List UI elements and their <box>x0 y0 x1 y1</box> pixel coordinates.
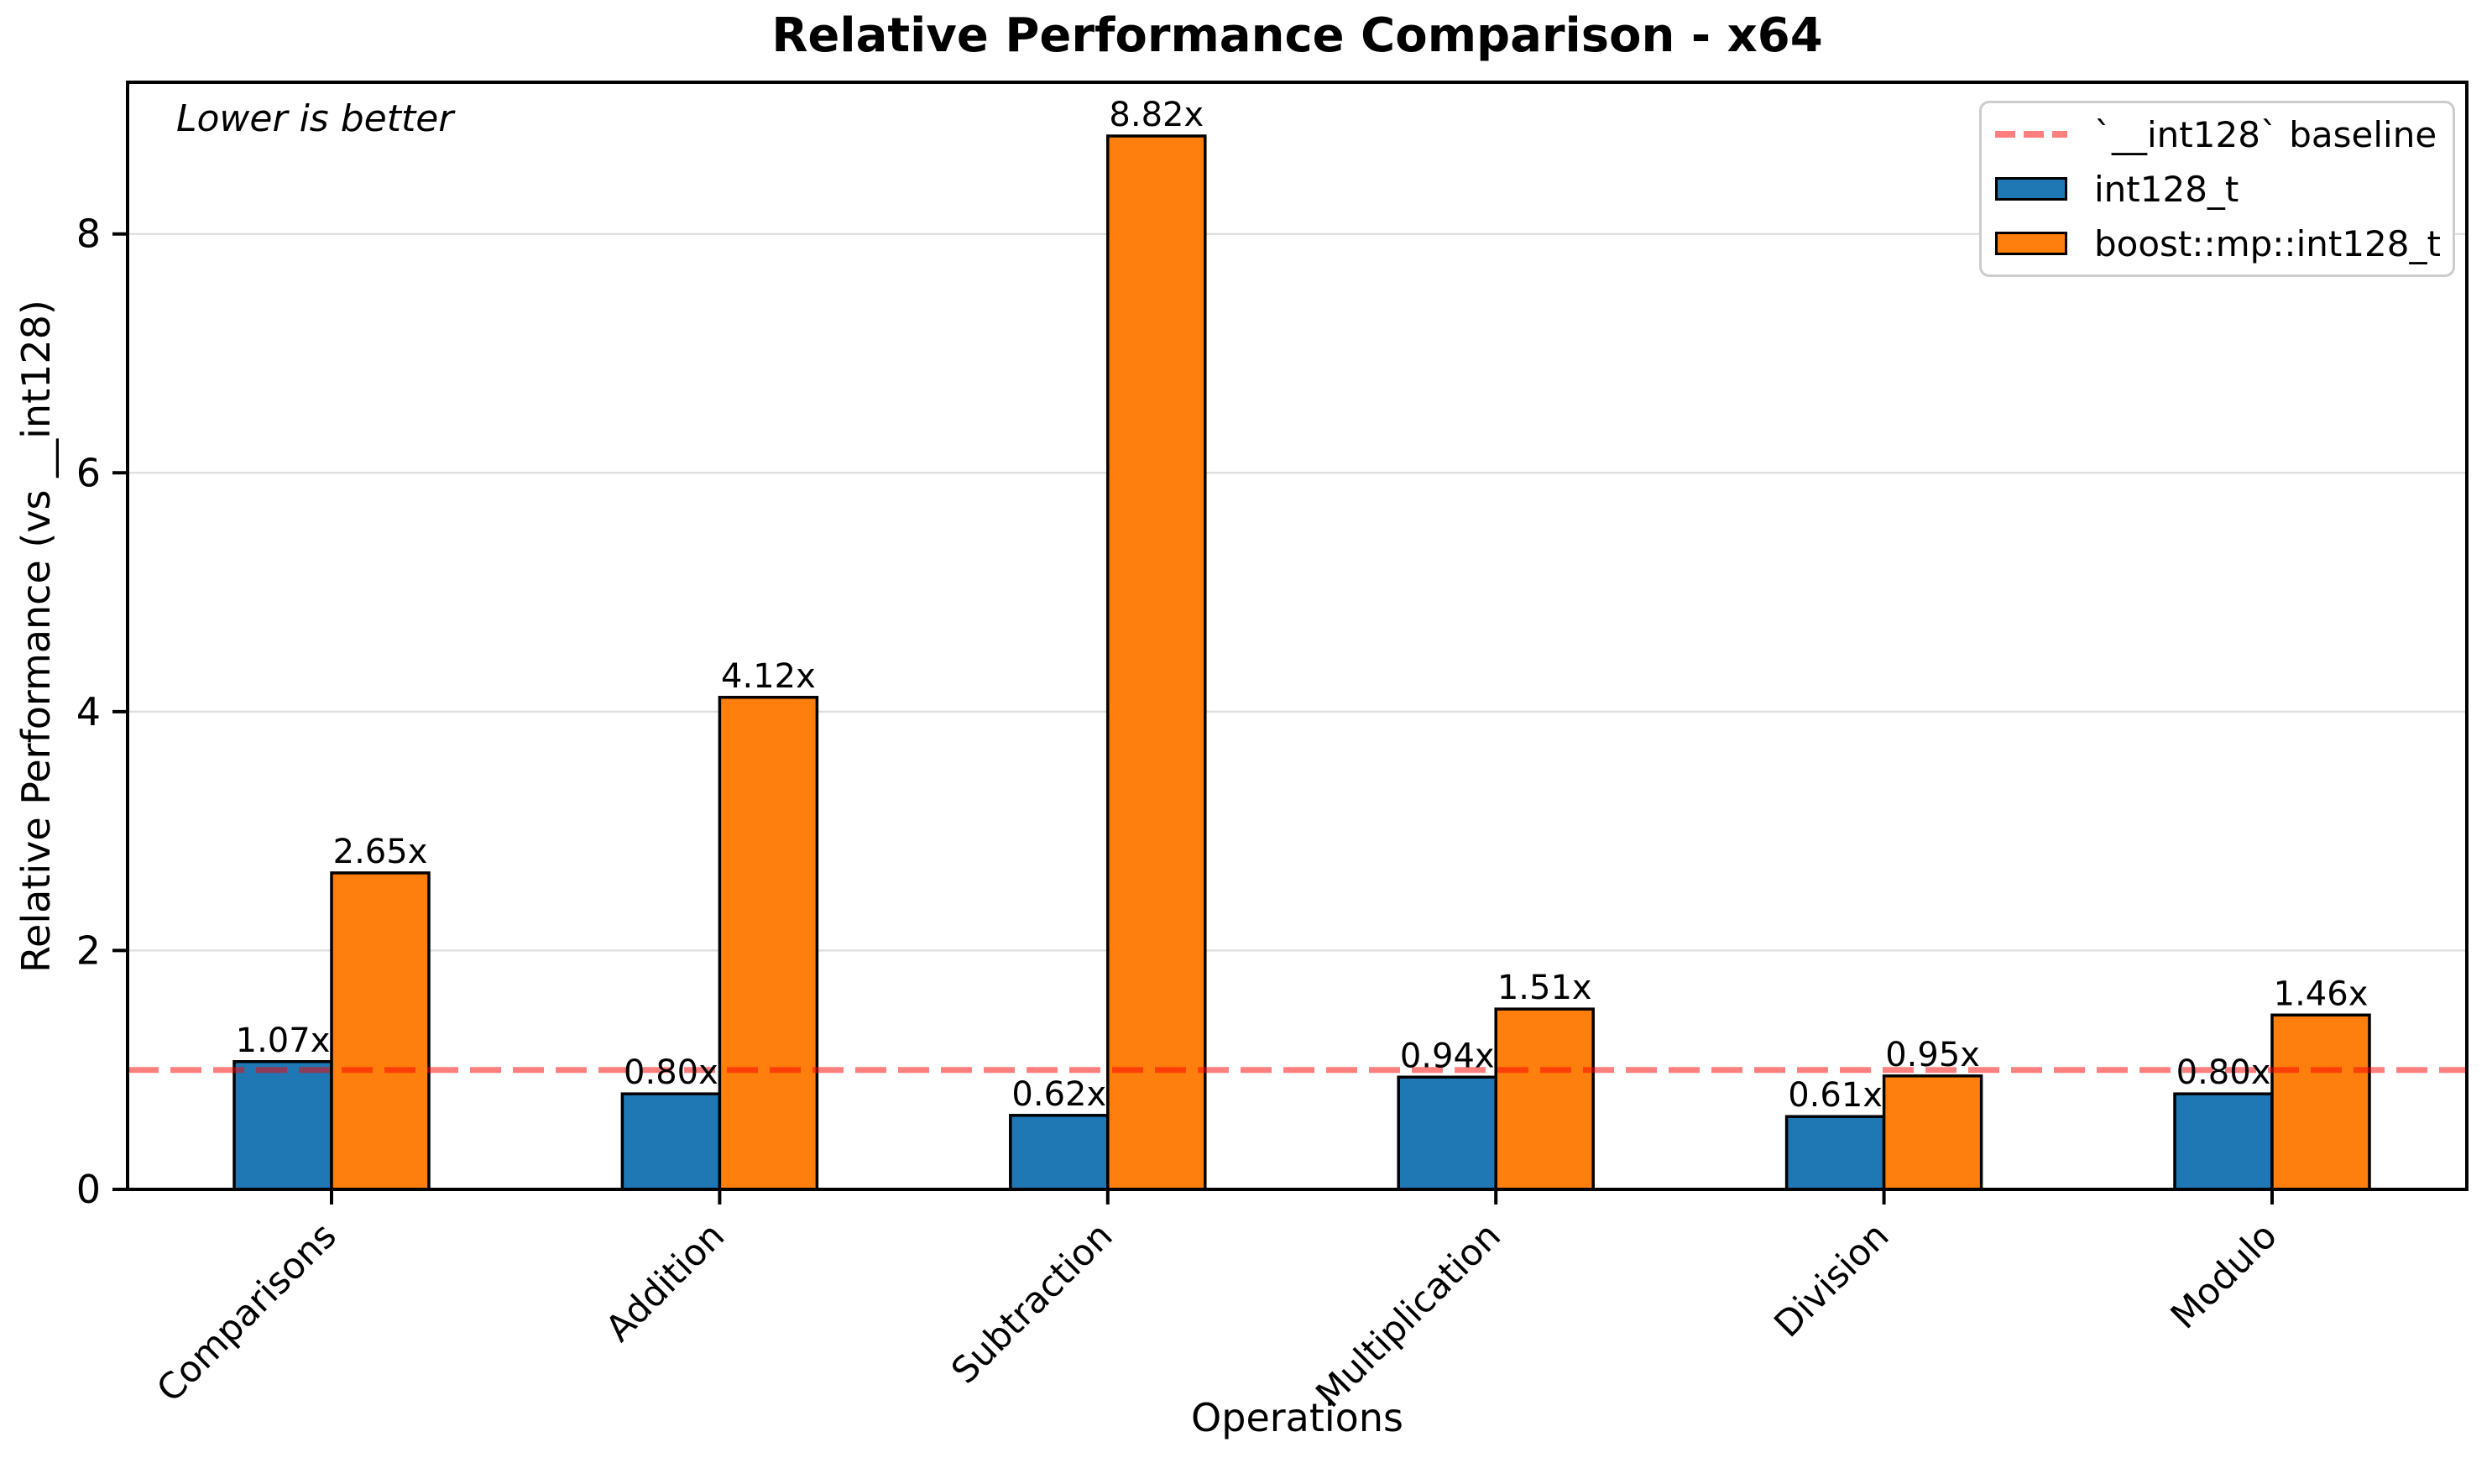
bar-boost::mp::int128_t-Multiplication <box>1494 1007 1595 1191</box>
bar-boost::mp::int128_t-Division <box>1882 1074 1983 1191</box>
y-tick-label-8: 8 <box>76 212 101 257</box>
bar-value-label: 2.65x <box>333 833 428 871</box>
x-tick-label-Addition: Addition <box>598 1215 733 1350</box>
y-tick-label-6: 6 <box>76 450 101 495</box>
bar-int128_t-Addition <box>620 1092 722 1191</box>
chart-title: Relative Performance Comparison - x64 <box>771 8 1823 63</box>
plot-border <box>126 81 2468 1191</box>
bar-value-label: 0.95x <box>1885 1036 1980 1074</box>
y-tick-label-0: 0 <box>76 1167 101 1212</box>
y-axis-label: Relative Performance (vs __int128) <box>13 300 59 973</box>
legend-label-boost-int128_t: boost::mp::int128_t <box>2094 222 2441 264</box>
bar-boost::mp::int128_t-Subtraction <box>1106 134 1207 1191</box>
bar-int128_t-Subtraction <box>1009 1114 1110 1191</box>
x-tick-label-Multiplication: Multiplication <box>1309 1215 1509 1415</box>
bar-value-label: 0.80x <box>624 1053 718 1092</box>
bar-value-label: 4.12x <box>721 657 816 696</box>
legend-item-boost-int128_t: boost::mp::int128_t <box>1995 219 2441 268</box>
legend-swatch-int128_t <box>1995 177 2067 201</box>
bar-value-label: 0.61x <box>1788 1076 1883 1115</box>
legend-item-baseline: `__int128` baseline <box>1995 110 2437 159</box>
legend: `__int128` baseline int128_t boost::mp::… <box>1979 101 2455 277</box>
y-tick-label-2: 2 <box>76 928 101 973</box>
y-tick-label-4: 4 <box>76 689 101 734</box>
x-axis-label: Operations <box>1191 1395 1403 1440</box>
bar-value-label: 0.80x <box>2176 1053 2271 1092</box>
x-tick-label-Modulo: Modulo <box>2163 1215 2286 1337</box>
bar-value-label: 1.51x <box>1497 969 1592 1007</box>
x-tick-label-Division: Division <box>1767 1215 1898 1346</box>
legend-swatch-boost-int128_t <box>1995 232 2067 255</box>
x-tick-label-Comparisons: Comparisons <box>149 1215 345 1410</box>
bar-value-label: 1.07x <box>236 1022 331 1060</box>
legend-label-int128_t: int128_t <box>2094 168 2239 210</box>
x-tick-label-Subtraction: Subtraction <box>943 1215 1121 1392</box>
bar-value-label: 8.82x <box>1109 96 1204 134</box>
bar-boost::mp::int128_t-Modulo <box>2270 1013 2371 1191</box>
bar-value-label: 0.94x <box>1400 1037 1495 1075</box>
legend-item-int128_t: int128_t <box>1995 165 2437 213</box>
bar-value-label: 1.46x <box>2274 975 2369 1013</box>
bar-int128_t-Modulo <box>2173 1092 2274 1191</box>
bar-int128_t-Division <box>1784 1115 1886 1191</box>
legend-label-baseline: `__int128` baseline <box>2094 113 2437 155</box>
bar-int128_t-Comparisons <box>232 1060 333 1191</box>
bar-boost::mp::int128_t-Addition <box>718 696 819 1191</box>
bar-value-label: 0.62x <box>1011 1075 1106 1114</box>
annotation-lower-is-better: Lower is better <box>176 97 454 140</box>
baseline-dash-sample <box>1995 131 2067 138</box>
bar-int128_t-Multiplication <box>1397 1075 1497 1191</box>
bar-boost::mp::int128_t-Comparisons <box>330 871 431 1191</box>
